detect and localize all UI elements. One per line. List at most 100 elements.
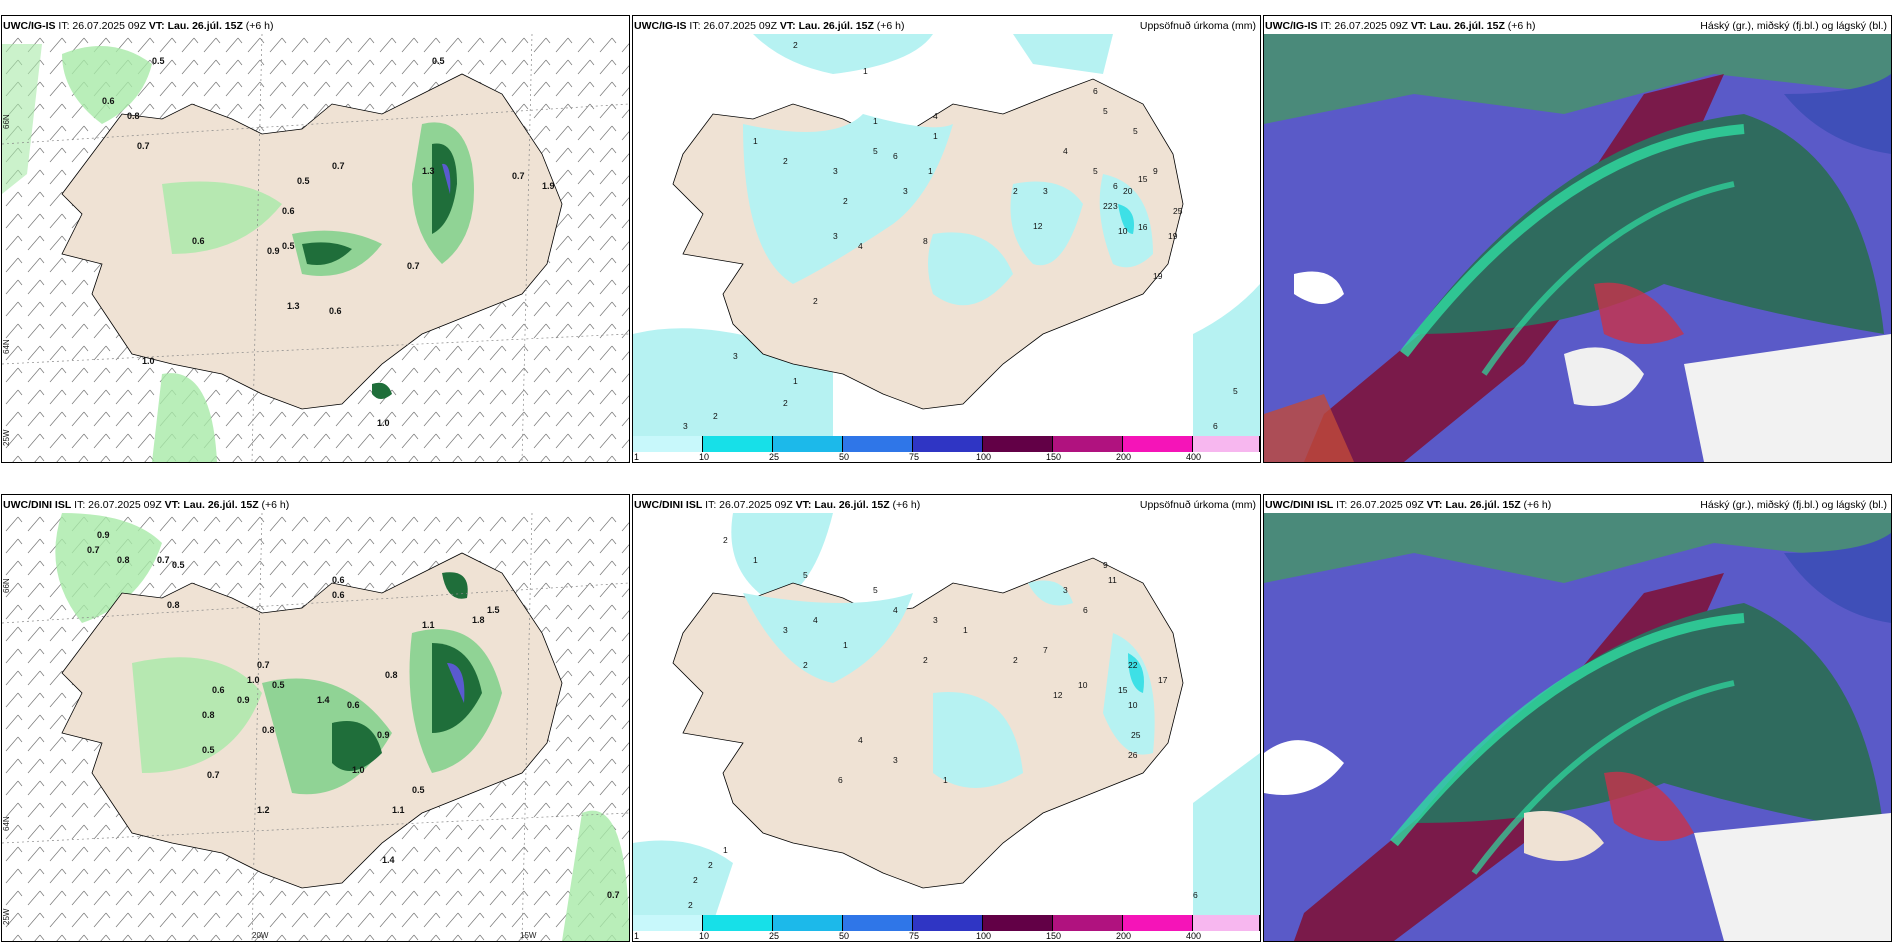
colorbar-segment xyxy=(983,436,1053,452)
precip-value: 0.7 xyxy=(257,660,270,670)
precip-value: 3 xyxy=(933,615,938,625)
colorbar-label: 75 xyxy=(909,452,920,462)
panel-header: UWC/IG-IS IT: 26.07.2025 09Z VT: Lau. 26… xyxy=(3,19,625,34)
precip-value: 0.6 xyxy=(212,685,225,695)
panel-accum-precip-bottom: UWC/DINI ISL IT: 26.07.2025 09Z VT: Lau.… xyxy=(632,494,1261,942)
precip-value: 4 xyxy=(858,241,863,251)
colorbar-label: 25 xyxy=(769,452,780,462)
panel-header: UWC/DINI ISL IT: 26.07.2025 09Z VT: Lau.… xyxy=(634,498,1256,513)
precip-colorbar: 1 10 25 50 75 100 150 200 400 xyxy=(633,915,1260,941)
precip-value: 0.7 xyxy=(512,171,525,181)
init-time: IT: 26.07.2025 09Z xyxy=(74,499,162,511)
precip-value: 1.4 xyxy=(382,855,395,865)
colorbar-segment xyxy=(1193,915,1260,931)
colorbar-segment xyxy=(773,436,843,452)
precip-value: 0.8 xyxy=(117,555,130,565)
precip-value: 5 xyxy=(1233,386,1238,396)
precip-value: 1.3 xyxy=(287,301,300,311)
lead-time: (+6 h) xyxy=(892,499,921,511)
precip-value: 0.6 xyxy=(282,206,295,216)
precip-value: 2 xyxy=(813,296,818,306)
precip-value: 0.9 xyxy=(237,695,250,705)
precip-value: 19 xyxy=(1153,271,1163,281)
precip-value: 2 xyxy=(1013,186,1018,196)
precip-value: 25 xyxy=(1173,206,1183,216)
precip-value: 0.6 xyxy=(347,700,360,710)
precip-value: 1 xyxy=(843,640,848,650)
valid-time-label: VT: xyxy=(164,499,181,511)
colorbar-segment xyxy=(633,436,703,452)
panel-header: UWC/IG-IS IT: 26.07.2025 09Z VT: Lau. 26… xyxy=(634,19,1256,34)
precip-value: 0.8 xyxy=(385,670,398,680)
precip-value: 9 xyxy=(1153,166,1158,176)
colorbar-segment xyxy=(773,915,843,931)
precip-value: 3 xyxy=(683,421,688,431)
precip-value: 0.8 xyxy=(262,725,275,735)
precip-value: 1.1 xyxy=(422,620,435,630)
precip-value: 25 xyxy=(1131,730,1141,740)
precip-value: 2 xyxy=(688,900,693,910)
precip-value: 5 xyxy=(1103,106,1108,116)
model-name: UWC/IG-IS xyxy=(3,20,56,32)
valid-time-label: VT: xyxy=(1410,20,1427,32)
lead-time: (+6 h) xyxy=(876,20,905,32)
precip-value: 2 xyxy=(793,40,798,50)
valid-time-label: VT: xyxy=(795,499,812,511)
precip-value: 0.8 xyxy=(127,111,140,121)
precip-value: 2 xyxy=(713,411,718,421)
precip-value: 10 xyxy=(1128,700,1138,710)
precip-value: 15 xyxy=(1138,174,1148,184)
colorbar-segment xyxy=(1053,915,1123,931)
precip-value: 1.0 xyxy=(247,675,260,685)
panel-header: UWC/IG-IS IT: 26.07.2025 09Z VT: Lau. 26… xyxy=(1265,19,1887,34)
precip-value: 3 xyxy=(903,186,908,196)
precip-value: 1.3 xyxy=(422,166,435,176)
precip-value: 8 xyxy=(923,236,928,246)
valid-time: Lau. 26.júl. 15Z xyxy=(183,499,259,511)
precip-value: 4 xyxy=(813,615,818,625)
precip-value: 0.9 xyxy=(377,730,390,740)
precip-value: 0.6 xyxy=(329,306,342,316)
panel-title: Háský (gr.), miðský (fj.bl.) og lágský (… xyxy=(1700,499,1887,511)
precip-value: 3 xyxy=(733,351,738,361)
precip-value: 3 xyxy=(783,625,788,635)
colorbar-label: 400 xyxy=(1186,931,1202,941)
precip-value: 2 xyxy=(843,196,848,206)
precip-value: 5 xyxy=(803,570,808,580)
precip-value: 1.0 xyxy=(142,356,155,366)
precip-value: 2 xyxy=(923,655,928,665)
precip-value: 1 xyxy=(753,136,758,146)
precip-value: 0.5 xyxy=(282,241,295,251)
colorbar-label: 100 xyxy=(976,452,992,462)
precip-value: 0.8 xyxy=(167,600,180,610)
model-name: UWC/IG-IS xyxy=(634,20,687,32)
valid-time: Lau. 26.júl. 15Z xyxy=(1445,499,1521,511)
panel-title: Uppsöfnuð úrkoma (mm) xyxy=(1139,499,1256,511)
precip-value: 0.6 xyxy=(332,590,345,600)
precip-value: 5 xyxy=(873,585,878,595)
precip-value: 3 xyxy=(833,166,838,176)
valid-time: Lau. 26.júl. 15Z xyxy=(1429,20,1505,32)
precip-value: 10 xyxy=(1118,226,1128,236)
precip-value: 0.7 xyxy=(407,261,420,271)
precip-value: 1 xyxy=(873,116,878,126)
precip-value: 1 xyxy=(943,775,948,785)
colorbar-label: 100 xyxy=(976,931,992,941)
precip-value: 22 xyxy=(1128,660,1138,670)
colorbar-label: 1 xyxy=(634,452,640,462)
precip-value: 6 xyxy=(1113,181,1118,191)
precip-value: 1.5 xyxy=(487,605,500,615)
precip-value: 22 xyxy=(1103,201,1113,211)
precip-value: 1 xyxy=(793,376,798,386)
init-time: IT: 26.07.2025 09Z xyxy=(1320,20,1408,32)
valid-time: Lau. 26.júl. 15Z xyxy=(167,20,243,32)
precip-value: 1 xyxy=(928,166,933,176)
precip-value: 20 xyxy=(1123,186,1133,196)
precip-value: 0.9 xyxy=(267,246,280,256)
precip-value: 2 xyxy=(693,875,698,885)
colorbar-label: 150 xyxy=(1046,931,1062,941)
model-name: UWC/DINI ISL xyxy=(1265,499,1334,511)
precip-value: 6 xyxy=(1213,421,1218,431)
precip-value: 6 xyxy=(838,775,843,785)
precip-value: 0.5 xyxy=(432,56,445,66)
